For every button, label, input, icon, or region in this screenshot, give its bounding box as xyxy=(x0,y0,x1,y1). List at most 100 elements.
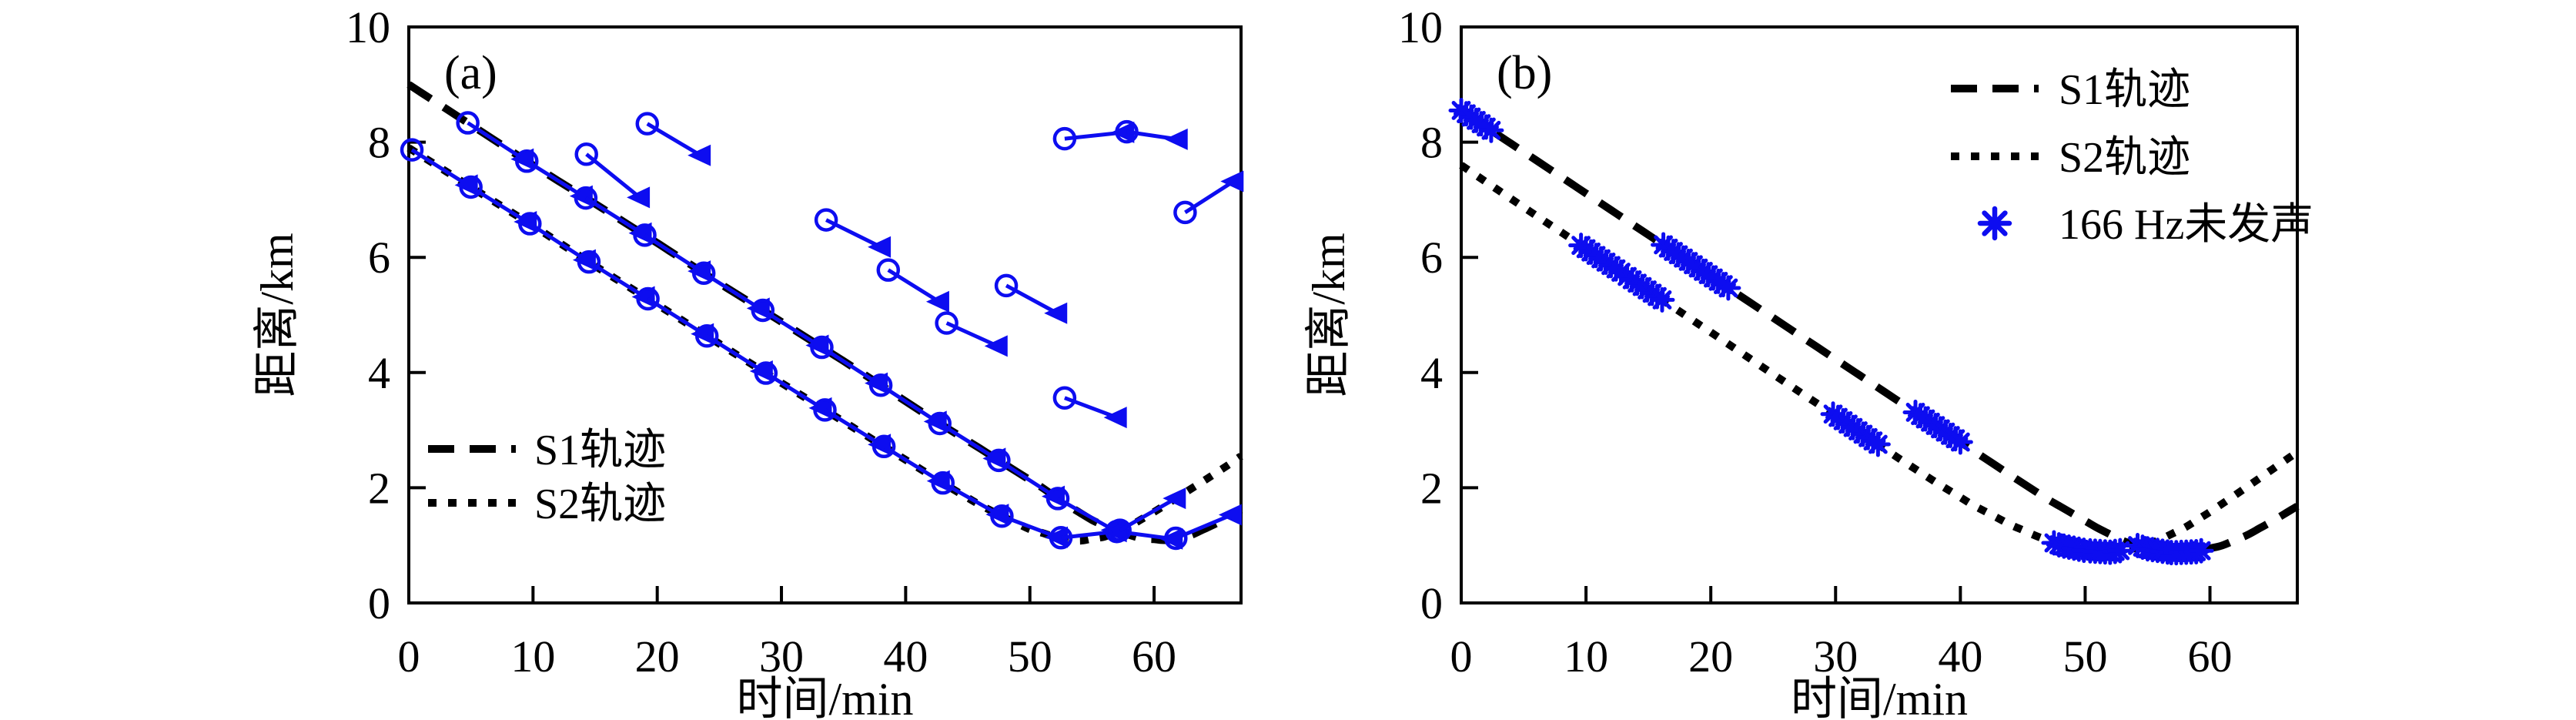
unvoiced-166hz-star-runs xyxy=(1448,97,2214,566)
y-tick-label: 4 xyxy=(1420,348,1443,398)
asterisk-marker xyxy=(1947,429,1973,455)
asterisk-marker xyxy=(1715,275,1741,301)
x-tick-label: 30 xyxy=(759,631,804,681)
segment-start-circle xyxy=(1049,526,1073,550)
segment-start-circle xyxy=(691,261,716,286)
segment-start-circle xyxy=(751,298,775,323)
legend-star-swatch xyxy=(1977,206,2012,241)
segment-end-triangle xyxy=(1045,526,1069,548)
y-tick-label: 10 xyxy=(346,2,390,52)
y-tick-label: 0 xyxy=(368,578,390,628)
segment-end-triangle xyxy=(510,148,534,170)
x-axis-title: 时间/min xyxy=(736,674,913,720)
segment-start-circle xyxy=(633,223,657,247)
segment-end-triangle xyxy=(1220,170,1244,193)
y-tick-label: 6 xyxy=(1420,233,1443,283)
legend-label: S1轨迹 xyxy=(534,427,666,474)
x-axis-title: 时间/min xyxy=(1791,674,1968,720)
y-tick-label: 2 xyxy=(1420,463,1443,513)
segment-end-triangle xyxy=(1218,504,1242,526)
segment-start-circle xyxy=(1052,126,1077,151)
segment-end-triangle xyxy=(984,335,1008,357)
asterisk-marker xyxy=(2041,530,2067,556)
segment-start-circle xyxy=(868,373,893,397)
segment-start-circle xyxy=(636,286,660,311)
y-tick-label: 8 xyxy=(368,118,390,168)
segment-start-circle xyxy=(754,361,778,385)
x-tick-label: 40 xyxy=(1938,631,1982,681)
segment-start-circle xyxy=(515,149,539,173)
segment-end-triangle xyxy=(1111,121,1135,143)
asterisk-marker xyxy=(1649,286,1675,313)
segment-start-circle xyxy=(987,448,1011,473)
segment-start-circle xyxy=(1052,386,1077,410)
segment-end-triangle xyxy=(1159,527,1183,550)
segment-end-triangle xyxy=(749,360,773,383)
s2-tracking-chain xyxy=(400,138,1186,550)
x-tick-label: 60 xyxy=(2188,631,2233,681)
segment-start-circle xyxy=(876,258,901,282)
x-tick-label: 0 xyxy=(398,631,420,681)
plot-box xyxy=(1460,25,2299,604)
segment-start-circle xyxy=(694,323,719,348)
plot-box xyxy=(407,25,1243,604)
x-tick-label: 40 xyxy=(883,631,928,681)
y-tick-label: 4 xyxy=(368,348,390,398)
y-tick-label: 8 xyxy=(1420,118,1443,168)
panel-a: 0 10 20 30 40 50 60 0 2 4 6 8 10 时间/min 距离/km (a) S1轨迹 S2… xyxy=(252,2,1244,720)
segment-start-circle xyxy=(1115,119,1139,144)
x-tick-label: 20 xyxy=(635,631,680,681)
segment-end-triangle xyxy=(868,434,892,456)
segment-start-circle xyxy=(813,398,837,422)
y-tick-label: 2 xyxy=(368,463,390,513)
segment-start-circle xyxy=(518,212,542,236)
x-tick-label: 10 xyxy=(1564,631,1608,681)
x-tick-label: 50 xyxy=(1008,631,1052,681)
floating-bearing-pairs xyxy=(574,112,1244,429)
segment-start-circle xyxy=(459,175,483,199)
panel-tag: (b) xyxy=(1497,47,1552,99)
segment-end-triangle xyxy=(1044,302,1068,324)
segment-end-triangle xyxy=(1164,128,1188,150)
segment-start-circle xyxy=(990,504,1014,528)
segment-end-triangle xyxy=(569,185,593,207)
segment-end-triangle xyxy=(1103,407,1127,429)
segment-end-triangle xyxy=(687,144,711,166)
segment-end-triangle xyxy=(865,372,888,394)
segment-end-triangle xyxy=(926,470,950,492)
legend-label: 166 Hz未发声 xyxy=(2059,201,2313,249)
panel-tag: (a) xyxy=(444,47,497,99)
segment-end-triangle xyxy=(808,397,832,419)
legend-label: S2轨迹 xyxy=(534,481,666,528)
segment-start-circle xyxy=(635,112,660,136)
segment-end-triangle xyxy=(746,297,770,320)
legend-label: S2轨迹 xyxy=(2059,134,2190,182)
segment-start-circle xyxy=(577,249,601,274)
segment-start-circle xyxy=(928,411,952,436)
segment-start-circle xyxy=(1045,487,1070,511)
x-tick-label: 30 xyxy=(1813,631,1858,681)
segment-start-circle xyxy=(574,186,598,210)
segment-start-circle xyxy=(810,335,834,360)
panel-b: 0 10 20 30 40 50 60 0 2 4 6 8 10 时间/min 距离/km (b) S1轨迹 S2… xyxy=(1303,2,2313,720)
segment-end-triangle xyxy=(572,249,596,271)
segment-end-triangle xyxy=(627,186,651,209)
y-tick-label: 0 xyxy=(1420,578,1443,628)
x-tick-label: 0 xyxy=(1450,631,1473,681)
asterisk-marker xyxy=(1478,117,1504,143)
segment-start-circle xyxy=(931,471,955,495)
segment-end-triangle xyxy=(985,504,1009,526)
segment-start-circle xyxy=(456,111,480,135)
segment-end-triangle xyxy=(868,236,892,258)
segment-start-circle xyxy=(400,138,424,162)
segment-start-circle xyxy=(814,208,838,232)
segment-end-triangle xyxy=(805,334,829,357)
segment-end-triangle xyxy=(1041,485,1065,507)
segment-start-circle xyxy=(871,434,896,459)
segment-start-circle xyxy=(1164,526,1188,551)
segment-end-triangle xyxy=(923,410,947,433)
s1-tracking-chain xyxy=(456,111,1242,551)
segment-end-triangle xyxy=(925,290,949,313)
segment-start-circle xyxy=(935,311,958,335)
x-tick-label: 20 xyxy=(1688,631,1733,681)
